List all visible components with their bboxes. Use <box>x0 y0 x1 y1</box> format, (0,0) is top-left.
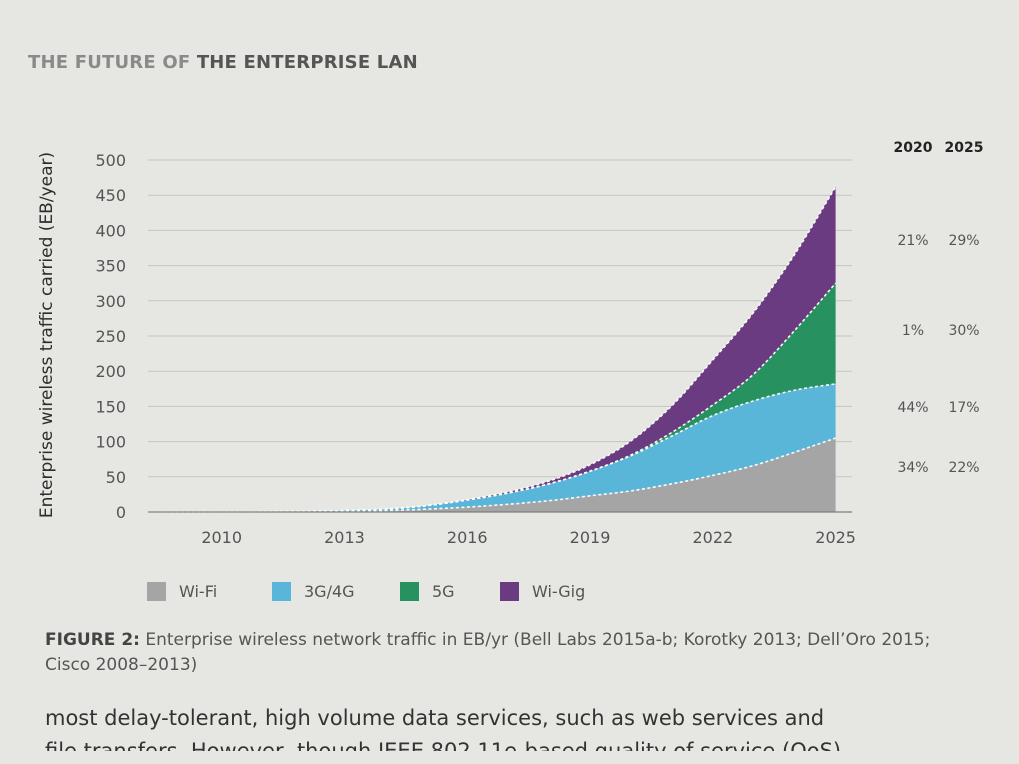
legend: Wi-Fi 3G/4G 5G Wi-Gig <box>147 582 585 601</box>
share-header-2025: 2025 <box>945 140 984 156</box>
share-5g-2020: 1% <box>902 323 924 339</box>
share-header-2020: 2020 <box>894 140 933 156</box>
x-tick-label: 2025 <box>815 528 856 547</box>
share-table: 2020 2025 21% 29% 1% 30% 44% 17% 34% 22% <box>894 140 984 476</box>
x-tick-label: 2016 <box>447 528 488 547</box>
body-text-line-2: file transfers. However, though IEEE 802… <box>45 739 842 751</box>
share-wi-gig-2020: 21% <box>897 233 928 249</box>
x-tick-label: 2010 <box>201 528 242 547</box>
legend-label: 3G/4G <box>304 582 355 601</box>
y-tick-label: 500 <box>95 151 126 170</box>
share-5g-2025: 30% <box>948 323 979 339</box>
x-tick-label: 2019 <box>570 528 611 547</box>
legend-label: 5G <box>432 582 455 601</box>
share-wi-fi-2020: 34% <box>897 460 928 476</box>
legend-item-3g-4g: 3G/4G <box>272 582 355 601</box>
y-tick-label: 200 <box>95 362 126 381</box>
y-tick-label: 100 <box>95 433 126 452</box>
figure-caption: FIGURE 2: Enterprise wireless network tr… <box>45 628 965 678</box>
x-tick-label: 2022 <box>692 528 733 547</box>
share-wi-gig-2025: 29% <box>948 233 979 249</box>
share-wi-fi-2025: 22% <box>948 460 979 476</box>
y-tick-label: 350 <box>95 257 126 276</box>
y-axis-label: Enterprise wireless traffic carried (EB/… <box>37 152 57 518</box>
x-ticks: 2010 2013 2016 2019 2022 2025 <box>201 528 856 547</box>
area-wi-gig <box>148 186 836 513</box>
figure-label: FIGURE 2: <box>45 630 140 650</box>
share-3g-4g-2020: 44% <box>897 400 928 416</box>
y-tick-label: 300 <box>95 292 126 311</box>
legend-swatch <box>147 582 166 601</box>
section-title-light: THE FUTURE OF <box>28 52 197 73</box>
y-tick-label: 0 <box>116 503 126 522</box>
page-section-title: THE FUTURE OF THE ENTERPRISE LAN <box>28 52 418 73</box>
body-text-line-1: most delay-tolerant, high volume data se… <box>45 706 825 730</box>
y-tick-label: 150 <box>95 397 126 416</box>
legend-item-wi-fi: Wi-Fi <box>147 582 217 601</box>
area-series <box>148 186 836 513</box>
x-tick-label: 2013 <box>324 528 365 547</box>
legend-item-wi-gig: Wi-Gig <box>500 582 585 601</box>
y-tick-label: 250 <box>95 327 126 346</box>
share-3g-4g-2025: 17% <box>948 400 979 416</box>
area-3g-4g <box>148 383 836 513</box>
y-tick-label: 400 <box>95 221 126 240</box>
area-wi-fi <box>148 438 836 513</box>
figure-caption-text: Enterprise wireless network traffic in E… <box>45 630 931 675</box>
legend-swatch <box>272 582 291 601</box>
legend-swatch <box>400 582 419 601</box>
y-tick-label: 450 <box>95 186 126 205</box>
body-text: most delay-tolerant, high volume data se… <box>45 702 1005 751</box>
section-title-dark: THE ENTERPRISE LAN <box>196 52 418 73</box>
y-ticks: 0 50 100 150 200 250 300 350 400 450 500 <box>95 151 126 522</box>
legend-label: Wi-Fi <box>179 582 217 601</box>
y-tick-label: 50 <box>106 468 126 487</box>
legend-label: Wi-Gig <box>532 582 585 601</box>
legend-item-5g: 5G <box>400 582 455 601</box>
boundary-wi-gig <box>147 186 837 513</box>
legend-swatch <box>500 582 519 601</box>
